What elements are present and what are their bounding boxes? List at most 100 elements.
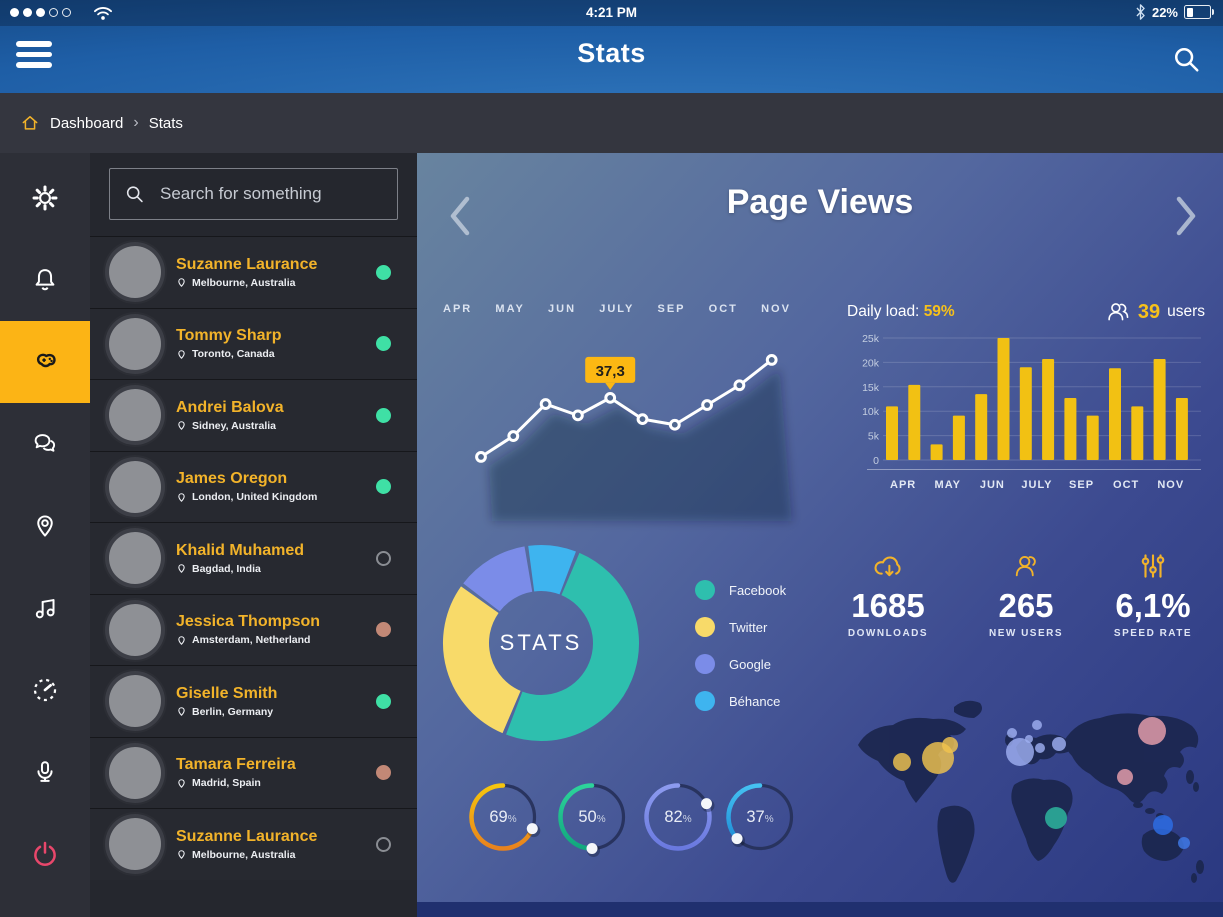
search-button[interactable] xyxy=(1171,44,1201,77)
status-dot xyxy=(376,407,391,423)
location-pin-icon xyxy=(178,564,185,574)
progress-ring: 82% xyxy=(644,783,715,851)
microphone-icon xyxy=(37,761,53,782)
status-dot xyxy=(376,264,391,280)
status-dot xyxy=(376,836,391,852)
sidebar-item-microphone[interactable] xyxy=(0,731,90,813)
user-search[interactable] xyxy=(109,168,398,220)
user-location: London, United Kingdom xyxy=(192,491,318,504)
sidebar-item-power[interactable] xyxy=(0,813,90,895)
user-location: Madrid, Spain xyxy=(192,777,261,790)
legend-item: Google xyxy=(695,653,786,675)
svg-text:10k: 10k xyxy=(862,406,880,418)
month-label: MAY xyxy=(495,303,525,315)
bar-chart: 25k 20k 15k 10k 5k 0 APR MAY JUN JULY SEP OCT NOV xyxy=(862,333,1201,491)
prev-button[interactable] xyxy=(445,193,477,242)
sidebar-item-performance[interactable] xyxy=(0,649,90,731)
kpi-downloads: 1685 DOWNLOADS xyxy=(823,551,953,639)
search-input[interactable] xyxy=(158,183,383,205)
kpi-value: 265 xyxy=(998,587,1054,624)
app-title: Stats xyxy=(577,38,646,68)
map-bubbles xyxy=(893,717,1190,849)
user-location: Melbourne, Australia xyxy=(192,276,296,289)
location-pin-icon xyxy=(178,492,185,502)
kpi-label: SPEED RATE xyxy=(1113,628,1193,639)
menu-button[interactable] xyxy=(16,41,52,73)
avatar xyxy=(109,460,161,513)
page-title: Page Views xyxy=(726,183,914,221)
svg-text:25k: 25k xyxy=(862,333,880,345)
next-button[interactable] xyxy=(1169,193,1201,242)
user-list-item[interactable]: James Oregon London, United Kingdom xyxy=(90,450,417,523)
breadcrumb-dashboard[interactable]: Dashboard xyxy=(50,114,124,132)
svg-text:0: 0 xyxy=(873,455,879,467)
sliders-icon xyxy=(1141,554,1165,578)
user-panel: Suzanne Laurance Melbourne, Australia xyxy=(90,153,417,917)
map-pin-icon xyxy=(37,515,53,537)
cloud-download-icon xyxy=(874,556,901,577)
avatar xyxy=(109,746,161,799)
world-map xyxy=(858,700,1204,883)
user-list-item[interactable]: Suzanne Laurance Melbourne, Australia xyxy=(90,808,417,880)
bell-icon xyxy=(35,269,55,291)
avatar xyxy=(109,246,161,299)
svg-text:APR: APR xyxy=(890,479,916,491)
svg-text:15k: 15k xyxy=(862,382,880,394)
sidebar-item-notifications[interactable] xyxy=(0,239,90,321)
legend-label: Twitter xyxy=(729,619,768,635)
user-list-item[interactable]: Tamara Ferreira Madrid, Spain xyxy=(90,736,417,809)
svg-text:20k: 20k xyxy=(862,357,880,369)
header: 4:21 PM 22% Stats xyxy=(0,0,1223,93)
user-list: Suzanne Laurance Melbourne, Australia xyxy=(90,236,417,880)
user-name: James Oregon xyxy=(176,470,288,488)
avatar xyxy=(109,389,161,442)
month-label: NOV xyxy=(761,303,791,315)
sidebar-item-locations[interactable] xyxy=(0,485,90,567)
svg-text:5k: 5k xyxy=(868,431,880,443)
chevron-left-icon xyxy=(450,196,470,236)
breadcrumb-current: Stats xyxy=(148,114,183,132)
legend-dot xyxy=(695,580,715,600)
daily-load-value: 59% xyxy=(923,303,955,320)
chevron-right-icon xyxy=(1176,196,1196,236)
battery-icon xyxy=(1184,5,1214,19)
user-location: Toronto, Canada xyxy=(192,348,275,361)
avatar xyxy=(109,603,161,656)
legend-dot xyxy=(695,654,715,674)
svg-text:69%: 69% xyxy=(489,808,516,826)
daily-load-row: Daily load: 59% 39 users xyxy=(847,299,1205,325)
location-pin-icon xyxy=(178,707,185,717)
user-list-item[interactable]: Jessica Thompson Amsterdam, Netherland xyxy=(90,593,417,666)
location-pin-icon xyxy=(178,635,185,645)
kpi-label: NEW USERS xyxy=(988,628,1064,639)
power-icon xyxy=(34,841,56,866)
gear-icon xyxy=(32,185,58,211)
kpi-value: 1685 xyxy=(851,587,925,624)
user-list-item[interactable]: Khalid Muhamed Bagdad, India xyxy=(90,522,417,594)
kpi-value: 6,1% xyxy=(1115,587,1191,624)
bottom-strip xyxy=(417,902,1223,917)
progress-ring: 69% xyxy=(469,783,541,851)
sidebar-item-settings[interactable] xyxy=(0,157,90,239)
user-list-item[interactable]: Suzanne Laurance Melbourne, Australia xyxy=(90,236,417,308)
status-dot xyxy=(376,336,391,352)
kpi-label: DOWNLOADS xyxy=(847,628,929,639)
user-list-item[interactable]: Giselle Smith Berlin, Germany xyxy=(90,665,417,737)
progress-ring: 37% xyxy=(726,783,794,851)
sidebar-item-music[interactable] xyxy=(0,567,90,649)
progress-ring: 50% xyxy=(558,783,626,857)
breadcrumb: Dashboard › Stats xyxy=(0,93,1223,153)
wifi-icon xyxy=(94,7,113,20)
location-pin-icon xyxy=(178,778,185,788)
avatar xyxy=(109,317,161,370)
sidebar-item-games[interactable] xyxy=(0,321,90,403)
user-list-item[interactable]: Tommy Sharp Toronto, Canada xyxy=(90,307,417,380)
status-dot xyxy=(376,550,391,566)
user-list-item[interactable]: Andrei Balova Sidney, Australia xyxy=(90,379,417,451)
sidebar-item-messages[interactable] xyxy=(0,403,90,485)
svg-text:JULY: JULY xyxy=(1021,479,1052,491)
donut-legend: Facebook Twitter Google Béhance xyxy=(695,579,786,727)
legend-label: Google xyxy=(729,656,771,672)
search-icon xyxy=(1174,47,1199,72)
